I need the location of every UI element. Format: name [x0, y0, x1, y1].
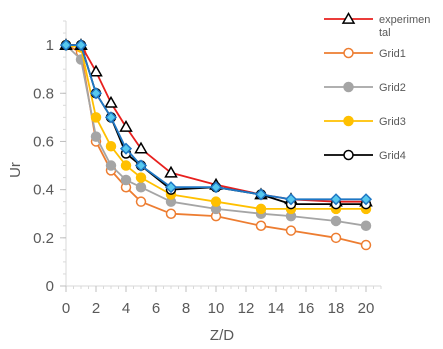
data-point [164, 181, 178, 194]
legend-item-experimental: experimen tal [324, 11, 430, 39]
data-point [134, 159, 148, 172]
legend-swatch-marker [343, 115, 354, 127]
legend-item-grid1: Grid1 [324, 47, 406, 60]
data-point [254, 188, 268, 201]
data-point [105, 141, 117, 152]
data-point [119, 142, 133, 155]
series-line [66, 44, 366, 201]
data-point [330, 215, 342, 227]
x-tick-label: 18 [328, 300, 345, 317]
legend-swatch-marker [343, 81, 354, 93]
legend-swatch-marker [343, 149, 354, 161]
data-point [120, 160, 132, 171]
x-tick-label: 16 [298, 300, 315, 317]
data-point [104, 95, 118, 108]
x-tick-label: 0 [62, 300, 70, 317]
y-tick-label: 0.2 [33, 230, 54, 247]
data-point [135, 172, 147, 183]
y-tick-label: 0 [46, 278, 54, 295]
data-point [90, 131, 102, 142]
data-point [119, 119, 133, 132]
y-axis-title: Ur [7, 162, 24, 178]
legend-swatch-marker [343, 47, 354, 59]
data-point [165, 208, 177, 219]
legend-item-grid2: Grid2 [324, 81, 406, 94]
data-point [120, 174, 132, 186]
data-point [359, 193, 373, 206]
data-point [89, 87, 103, 100]
legend-item-grid3: Grid3 [324, 115, 406, 128]
x-tick-label: 10 [208, 300, 225, 317]
data-point [330, 232, 342, 244]
series-group [59, 38, 373, 251]
x-tick-label: 2 [92, 300, 100, 317]
data-point [329, 193, 343, 206]
x-tick-label: 20 [358, 300, 375, 317]
legend-label: Grid1 [379, 48, 406, 60]
data-point [209, 181, 223, 194]
x-tick-label: 8 [182, 300, 190, 317]
data-point [285, 225, 297, 236]
series-series-6 [59, 39, 373, 206]
data-point [135, 181, 147, 193]
data-point [135, 196, 147, 207]
data-point [89, 64, 103, 77]
legend-label: experimen tal [379, 14, 430, 39]
x-tick-label: 12 [238, 300, 255, 317]
data-point [74, 39, 88, 52]
y-tick-label: 0.8 [33, 85, 54, 102]
legend-label: Grid4 [379, 150, 406, 162]
legend-label: Grid3 [379, 116, 406, 128]
y-tick-label: 0.6 [33, 133, 54, 150]
data-point [104, 111, 118, 124]
data-point [284, 193, 298, 206]
series-line [65, 44, 367, 227]
data-point [255, 220, 267, 232]
series-experimental [59, 38, 373, 207]
data-point [255, 203, 267, 215]
data-point [210, 196, 222, 207]
data-point [360, 239, 372, 251]
y-tick-label: 1 [46, 37, 54, 54]
x-tick-label: 6 [152, 300, 160, 317]
data-point [164, 165, 178, 178]
data-point [360, 220, 372, 232]
data-point [90, 112, 102, 123]
x-tick-label: 14 [268, 300, 285, 317]
legend: experimen tal Grid1 Grid2 Grid3 Grid4 [324, 11, 430, 162]
legend-label: Grid2 [379, 82, 406, 94]
data-point [105, 160, 117, 171]
legend-swatch-marker [341, 11, 356, 24]
series-line [65, 44, 366, 210]
y-tick-label: 0.4 [33, 182, 54, 199]
x-tick-label: 4 [122, 300, 130, 317]
data-point [134, 141, 148, 154]
legend-item-grid4: Grid4 [324, 149, 406, 162]
data-point [59, 39, 73, 52]
x-axis-title: Z/D [210, 327, 234, 344]
